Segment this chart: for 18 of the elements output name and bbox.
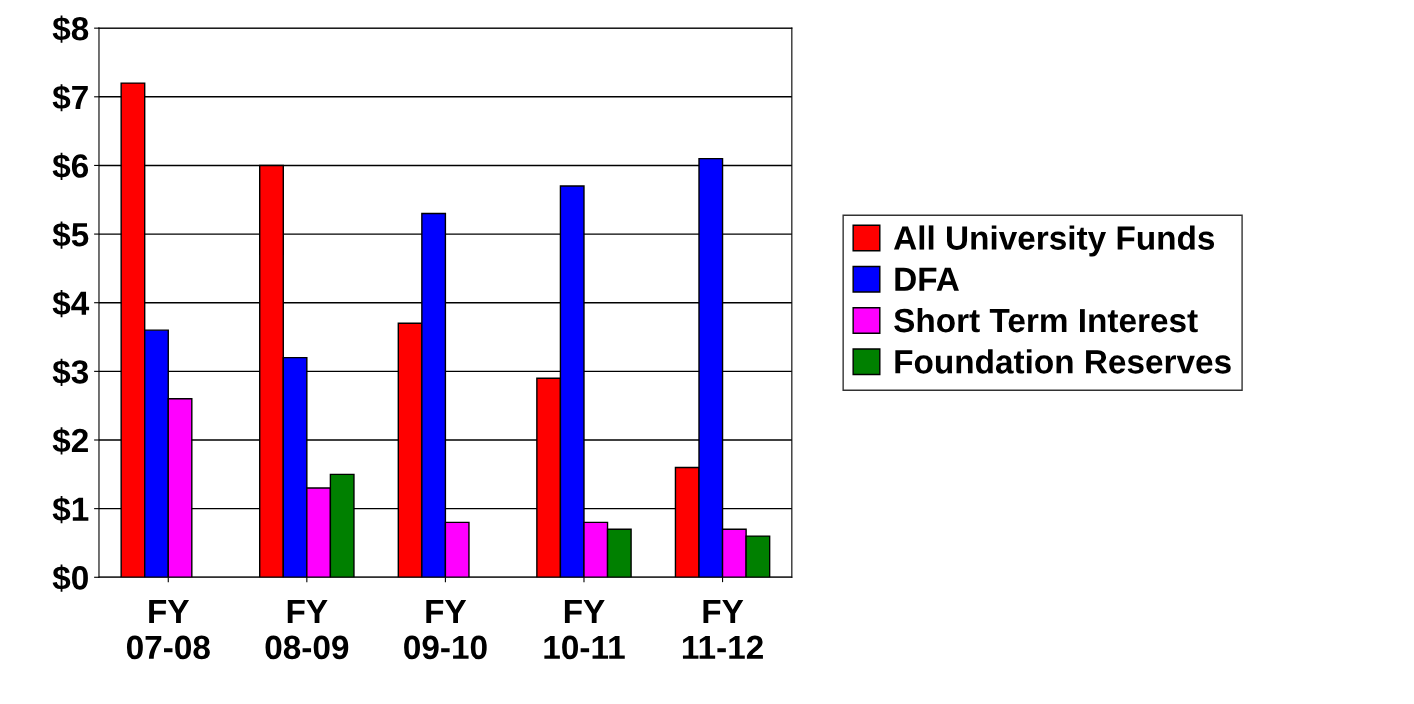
legend-label: All University Funds: [893, 225, 1215, 257]
y-tick-label: $6: [52, 152, 89, 180]
x-tick-label: FY 11-12: [682, 600, 763, 659]
legend-label: DFA: [895, 267, 959, 291]
legend-label: Foundation Reserves: [895, 349, 1231, 374]
y-tick-label: $5: [52, 221, 89, 249]
y-tick-label: $0: [52, 564, 88, 592]
y-tick-label: $4: [52, 290, 90, 318]
y-tick-label: $3: [52, 358, 89, 386]
x-tick-label: FY 08-09: [265, 600, 349, 660]
y-tick-label: $1: [52, 495, 89, 524]
y-tick-label: $8: [52, 15, 89, 43]
legend-label: Short Term Interest: [894, 307, 1198, 333]
y-tick-label: $7: [52, 84, 88, 112]
y-tick-label: $2: [52, 427, 88, 455]
x-tick-label: FY 07-08: [126, 600, 210, 660]
x-tick-label: FY 09-10: [404, 600, 487, 660]
x-tick-label: FY 10-11: [544, 600, 625, 660]
